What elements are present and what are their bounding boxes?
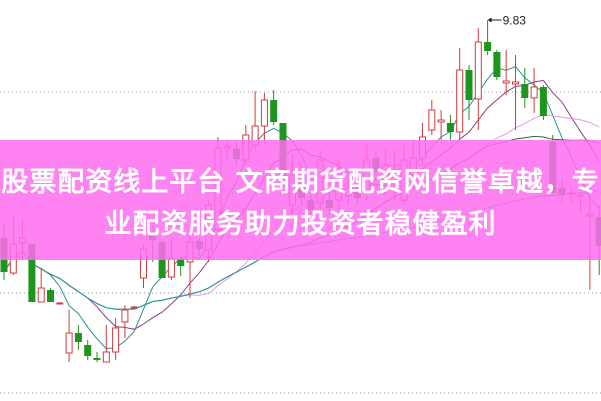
max-price-label: 9.83 bbox=[503, 14, 527, 28]
candle-body-down bbox=[84, 345, 92, 356]
candle-body-up bbox=[474, 41, 482, 100]
candle-body-up bbox=[260, 99, 268, 127]
candle-body-down bbox=[28, 244, 36, 302]
candle-body-up bbox=[121, 309, 129, 323]
candle-body-up bbox=[130, 306, 138, 309]
candle-body-down bbox=[74, 333, 82, 342]
max-marker-arrow-icon bbox=[487, 17, 492, 23]
banner-title-line-2: 业配资服务助力投资者稳健盈利 bbox=[104, 209, 497, 240]
title-banner: 股票配资线上平台 文商期货配资网信誉卓越，专 业配资服务助力投资者稳健盈利 bbox=[0, 140, 601, 260]
candle-body-down bbox=[539, 87, 547, 116]
candle-body-down bbox=[270, 100, 278, 122]
candle-body-down bbox=[47, 290, 54, 302]
candle-body-up bbox=[437, 119, 445, 123]
candle-body-up bbox=[65, 332, 73, 354]
candle-body-up bbox=[502, 80, 510, 84]
candle-body-up bbox=[37, 287, 45, 303]
candle-body-up bbox=[56, 302, 64, 305]
candle-body-up bbox=[167, 258, 175, 278]
candle-body-down bbox=[484, 42, 492, 51]
candle-body-down bbox=[177, 259, 185, 266]
candle-body-up bbox=[530, 86, 538, 99]
candle-body-up bbox=[102, 351, 110, 363]
candle-body-up bbox=[456, 69, 464, 133]
candle-body-down bbox=[465, 70, 473, 100]
banner-title-line-1: 股票配资线上平台 文商期货配资网信誉卓越，专 bbox=[1, 167, 600, 198]
candle-body-up bbox=[112, 327, 120, 353]
candle-body-down bbox=[93, 358, 101, 360]
candle-body-up bbox=[512, 81, 519, 85]
candle-body-down bbox=[446, 123, 454, 132]
candle-body-down bbox=[493, 52, 501, 77]
candle-body-up bbox=[428, 109, 436, 131]
candle-body-down bbox=[158, 242, 166, 278]
candle-body-down bbox=[521, 84, 529, 98]
